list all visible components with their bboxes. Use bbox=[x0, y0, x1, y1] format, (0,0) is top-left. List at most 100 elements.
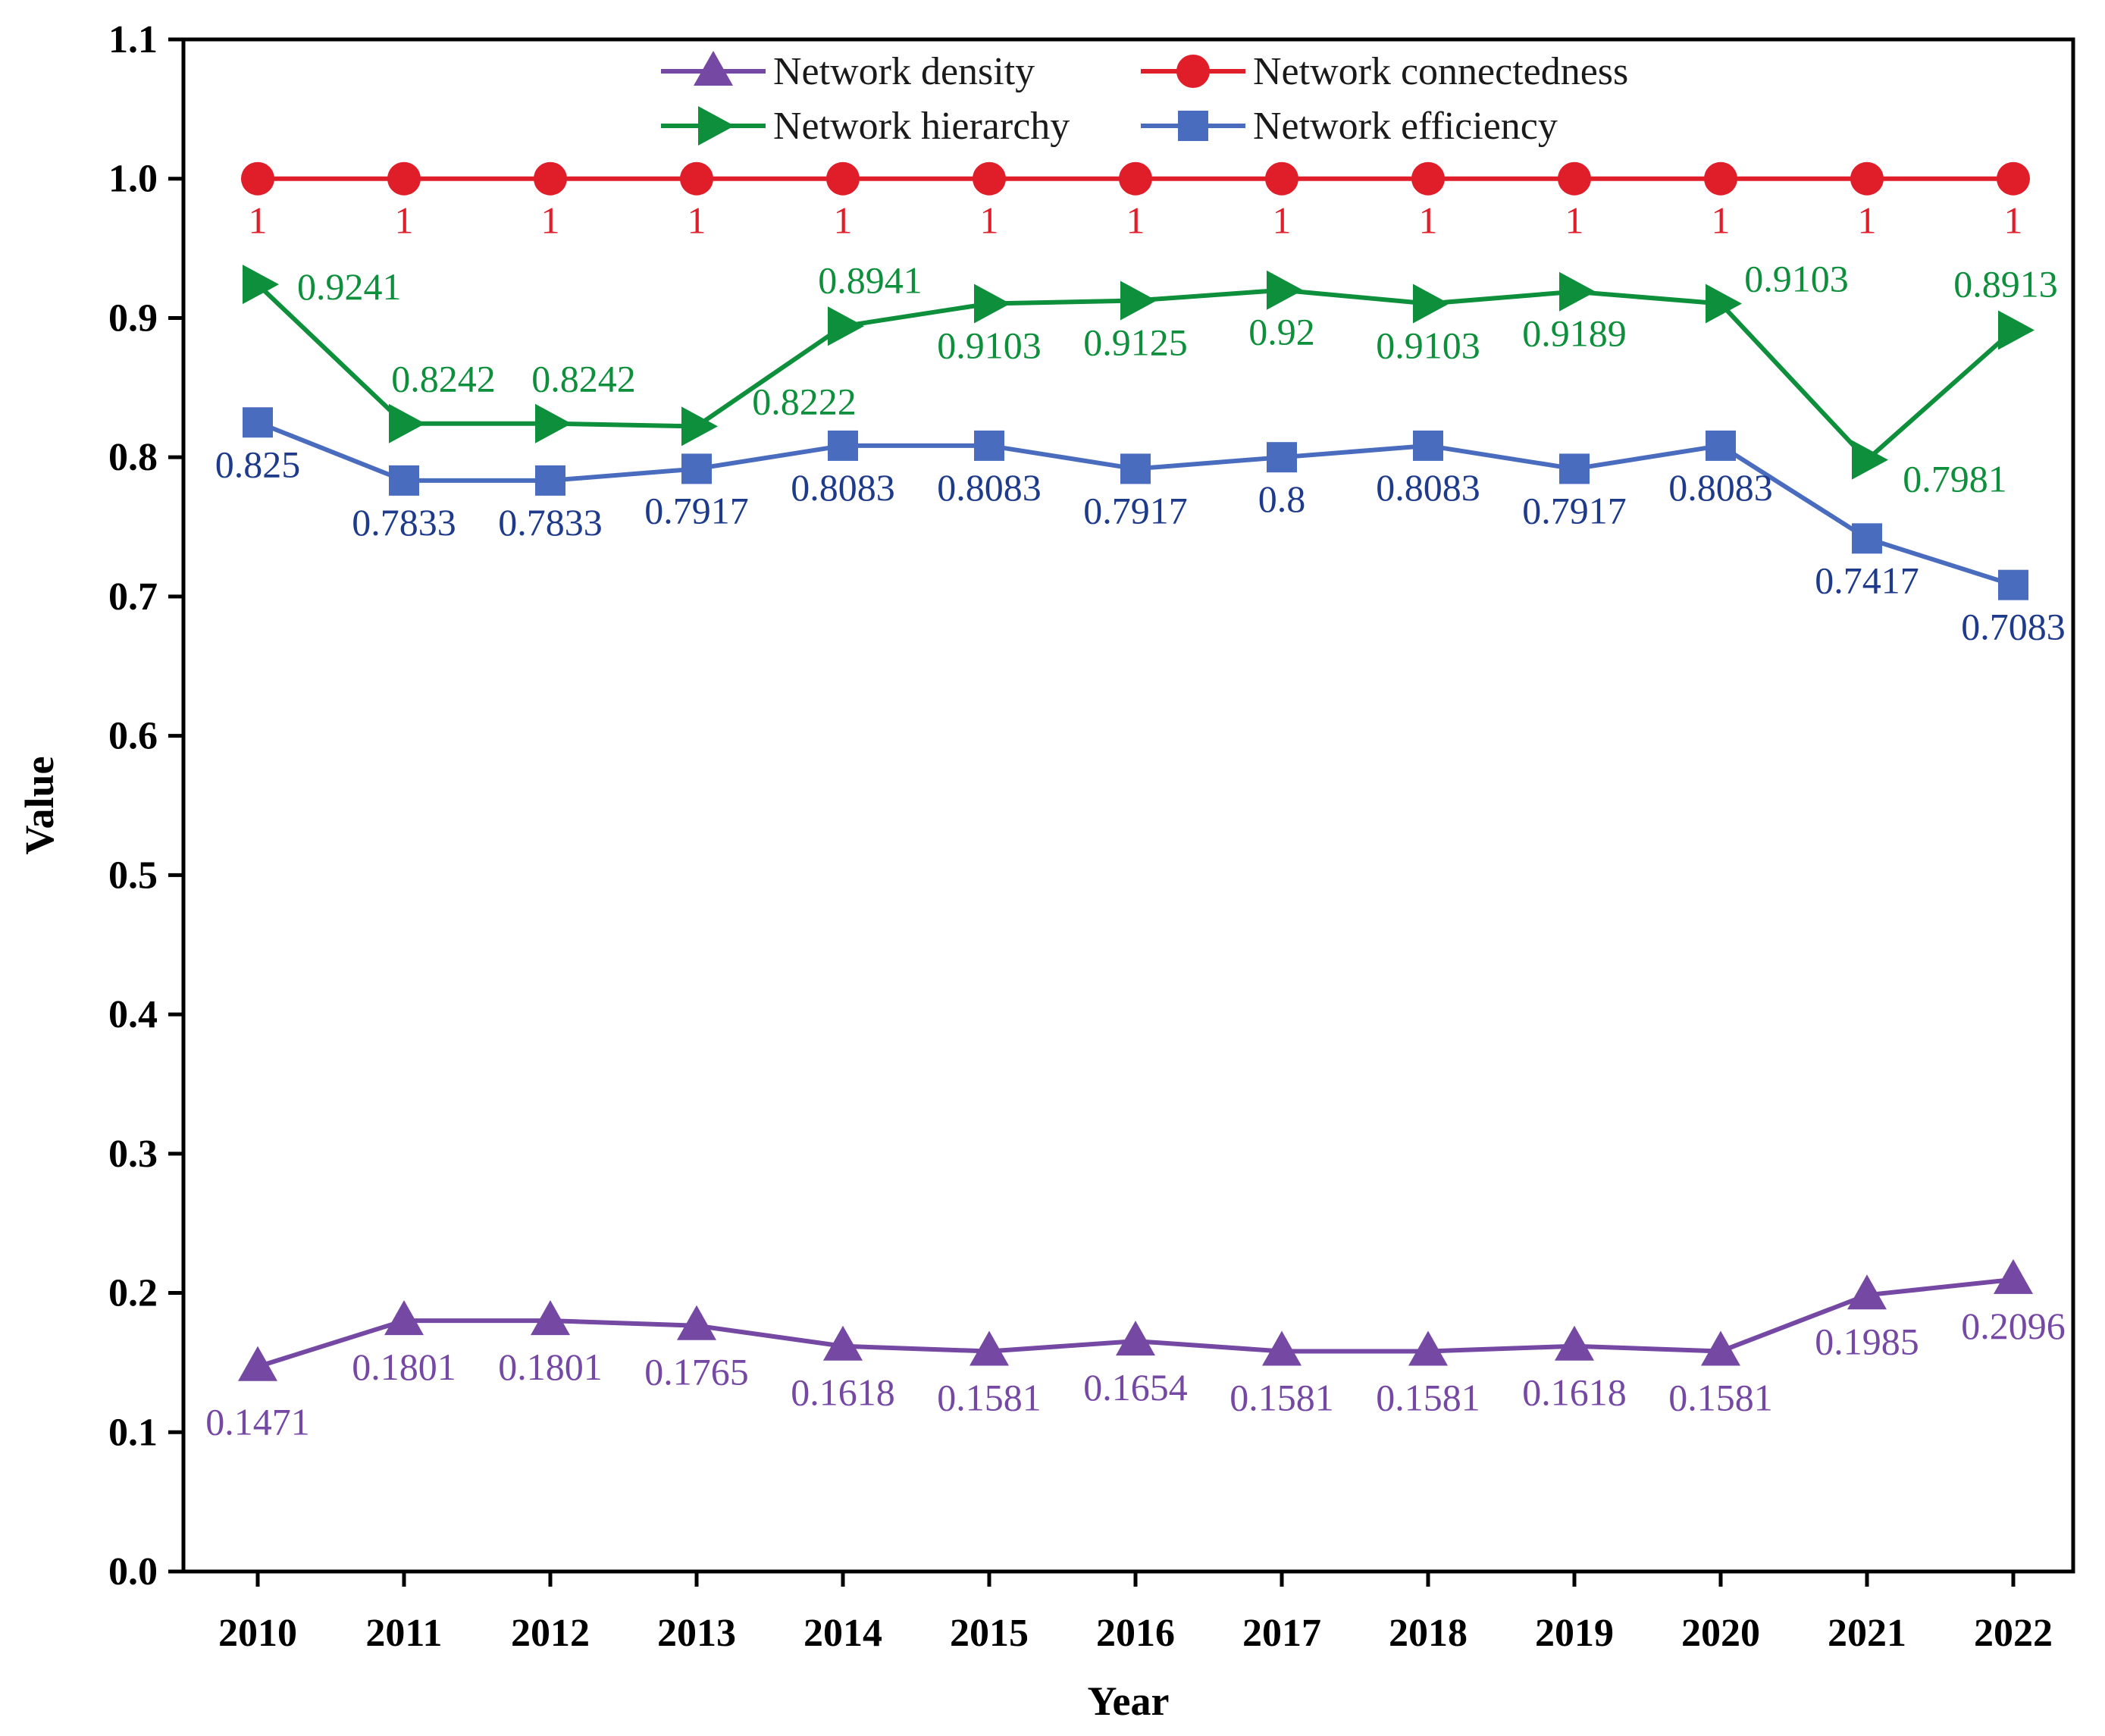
series-network-hierarchy bbox=[243, 265, 2035, 480]
data-label-network-density: 0.1985 bbox=[1815, 1320, 1919, 1362]
data-label-network-density: 0.1581 bbox=[1376, 1377, 1480, 1419]
data-point-network-connectedness bbox=[534, 161, 567, 196]
data-label-network-connectedness: 1 bbox=[249, 199, 268, 242]
data-point-network-density bbox=[1116, 1321, 1155, 1356]
y-tick-label: 0.6 bbox=[108, 715, 158, 758]
x-tick-label: 2015 bbox=[950, 1612, 1029, 1655]
data-label-network-efficiency: 0.8083 bbox=[1668, 466, 1773, 509]
legend-item-network-hierarchy: Network hierarchy bbox=[661, 105, 1070, 148]
data-label-network-efficiency: 0.825 bbox=[215, 443, 301, 485]
x-axis-title: Year bbox=[1088, 1678, 1170, 1724]
x-tick-label: 2013 bbox=[657, 1612, 736, 1655]
data-point-network-efficiency bbox=[535, 465, 565, 496]
data-labels-network-density: 0.1471 0.1801 0.1801 0.1765 0.1618 0.1581 0.16… bbox=[205, 1305, 2066, 1443]
data-point-network-hierarchy bbox=[1852, 440, 1888, 480]
data-point-network-density bbox=[238, 1346, 277, 1381]
data-point-network-connectedness bbox=[1558, 161, 1591, 196]
data-label-network-density: 0.1654 bbox=[1083, 1366, 1188, 1409]
legend-label: Network density bbox=[773, 50, 1035, 93]
data-point-network-density bbox=[677, 1305, 716, 1340]
data-point-network-efficiency bbox=[681, 453, 712, 484]
data-point-network-hierarchy bbox=[828, 306, 864, 346]
data-label-network-hierarchy: 0.8913 bbox=[1953, 262, 2058, 305]
data-point-network-connectedness bbox=[973, 161, 1006, 196]
legend: Network density Network connectedness Netw… bbox=[661, 50, 1628, 148]
y-tick-label: 0.3 bbox=[108, 1133, 158, 1176]
plot-border bbox=[181, 37, 2075, 1574]
data-point-network-density bbox=[1701, 1330, 1740, 1366]
data-label-network-efficiency: 0.8 bbox=[1258, 478, 1306, 520]
data-point-network-density bbox=[1847, 1274, 1887, 1310]
y-axis: 0.0 0.1 0.2 0.3 0.4 0.5 0.6 0.7 0.8 0.9 1.0 1.1 bbox=[108, 18, 183, 1593]
y-tick-label: 0.1 bbox=[108, 1411, 158, 1454]
data-point-network-density bbox=[1555, 1325, 1594, 1361]
legend-label: Network hierarchy bbox=[773, 105, 1070, 148]
data-label-network-connectedness: 1 bbox=[395, 199, 414, 242]
data-labels-layer: 0.1471 0.1801 0.1801 0.1765 0.1618 0.1581 0.16… bbox=[205, 199, 2066, 1443]
data-point-network-connectedness bbox=[1850, 161, 1884, 196]
data-label-network-connectedness: 1 bbox=[1712, 199, 1731, 242]
data-label-network-efficiency: 0.7417 bbox=[1815, 559, 1919, 601]
data-point-network-efficiency bbox=[1267, 442, 1297, 473]
data-label-network-hierarchy: 0.9189 bbox=[1522, 312, 1627, 355]
data-point-network-density bbox=[1408, 1330, 1448, 1366]
series-network-connectedness bbox=[241, 161, 2030, 196]
data-point-network-hierarchy bbox=[1706, 284, 1742, 324]
legend-item-network-density: Network density bbox=[661, 50, 1035, 93]
x-tick-label: 2018 bbox=[1389, 1612, 1468, 1655]
data-label-network-density: 0.1471 bbox=[205, 1401, 310, 1443]
data-point-network-density bbox=[531, 1300, 570, 1336]
data-point-network-hierarchy bbox=[1267, 270, 1303, 310]
y-tick-label: 0.2 bbox=[108, 1272, 158, 1315]
data-point-network-hierarchy bbox=[1998, 310, 2035, 350]
data-label-network-connectedness: 1 bbox=[688, 199, 706, 242]
y-tick-label: 0.0 bbox=[108, 1550, 158, 1593]
data-labels-network-hierarchy: 0.9241 0.8242 0.8242 0.8222 0.8941 0.9103 0.91… bbox=[297, 258, 2058, 500]
data-label-network-density: 0.1581 bbox=[1229, 1377, 1334, 1419]
x-tick-label: 2016 bbox=[1096, 1612, 1175, 1655]
data-point-network-efficiency bbox=[243, 407, 273, 438]
data-label-network-efficiency: 0.8083 bbox=[1376, 466, 1480, 509]
x-tick-label: 2010 bbox=[218, 1612, 297, 1655]
data-point-network-hierarchy bbox=[1559, 271, 1596, 312]
y-axis-title: Value bbox=[17, 756, 62, 854]
data-point-network-efficiency bbox=[1559, 453, 1590, 484]
data-label-network-hierarchy: 0.8222 bbox=[752, 380, 857, 422]
data-point-network-density bbox=[1262, 1330, 1302, 1366]
y-tick-label: 0.4 bbox=[108, 993, 158, 1036]
data-point-network-hierarchy bbox=[1413, 284, 1449, 324]
data-label-network-hierarchy: 0.9103 bbox=[1744, 258, 1849, 300]
data-point-network-density bbox=[823, 1325, 863, 1361]
y-tick-label: 1.0 bbox=[108, 158, 158, 201]
data-label-network-efficiency: 0.7083 bbox=[1961, 606, 2066, 648]
data-point-network-efficiency bbox=[1852, 523, 1882, 554]
data-label-network-connectedness: 1 bbox=[1858, 199, 1877, 242]
x-tick-label: 2012 bbox=[511, 1612, 590, 1655]
y-tick-label: 0.5 bbox=[108, 854, 158, 897]
data-point-network-efficiency bbox=[1706, 430, 1736, 461]
x-tick-label: 2014 bbox=[803, 1612, 882, 1655]
data-point-network-efficiency bbox=[828, 430, 858, 461]
y-tick-label: 1.1 bbox=[108, 18, 158, 61]
data-label-network-density: 0.1581 bbox=[1668, 1377, 1773, 1419]
x-tick-label: 2021 bbox=[1828, 1612, 1906, 1655]
y-tick-label: 0.8 bbox=[108, 436, 158, 479]
data-point-network-connectedness bbox=[1704, 161, 1737, 196]
data-label-network-connectedness: 1 bbox=[1273, 199, 1292, 242]
series-layer bbox=[238, 161, 2035, 1381]
data-label-network-connectedness: 1 bbox=[2004, 199, 2023, 242]
x-tick-label: 2019 bbox=[1535, 1612, 1614, 1655]
data-label-network-efficiency: 0.7917 bbox=[1083, 489, 1188, 531]
data-label-network-density: 0.2096 bbox=[1961, 1305, 2066, 1347]
data-label-network-hierarchy: 0.9103 bbox=[1376, 324, 1480, 367]
data-point-network-hierarchy bbox=[974, 284, 1010, 324]
data-label-network-hierarchy: 0.7981 bbox=[1903, 458, 2007, 500]
data-point-network-density bbox=[969, 1330, 1009, 1366]
data-point-network-density bbox=[1994, 1258, 2033, 1294]
data-point-network-hierarchy bbox=[1120, 280, 1157, 321]
data-label-network-hierarchy: 0.9241 bbox=[297, 265, 402, 308]
data-label-network-hierarchy: 0.92 bbox=[1248, 311, 1315, 353]
data-label-network-density: 0.1801 bbox=[352, 1346, 456, 1388]
x-axis: 2010 2011 2012 2013 2014 2015 2016 2017 2018 2019… bbox=[218, 1571, 2053, 1655]
